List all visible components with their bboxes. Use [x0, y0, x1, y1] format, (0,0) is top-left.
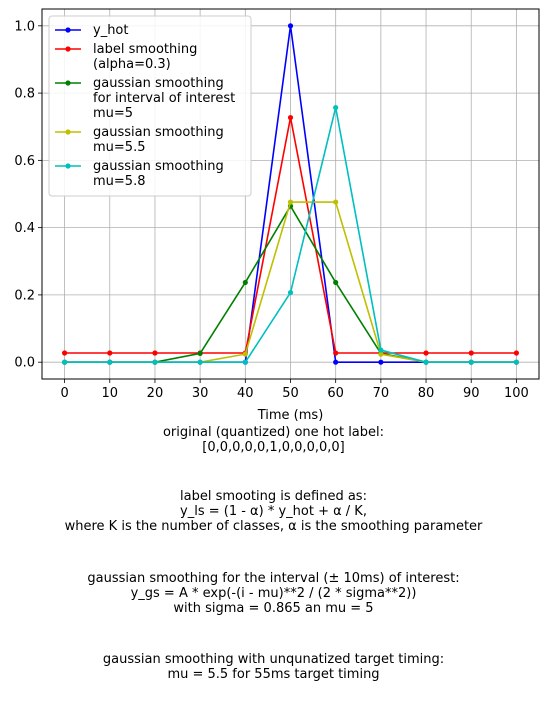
series-4 [61, 104, 520, 365]
x-tick-label: 90 [463, 386, 480, 401]
x-tick-label: 100 [504, 386, 529, 401]
legend-label: gaussian smoothing mu=5.8 [93, 159, 224, 189]
legend-label: label smoothing (alpha=0.3) [93, 42, 197, 72]
data-point [378, 359, 384, 365]
x-tick-label: 30 [192, 386, 209, 401]
caption-gs-formula: y_gs = A * exp(-(i - mu)**2 / (2 * sigma… [130, 586, 417, 601]
data-point [333, 359, 339, 365]
data-point [107, 359, 113, 365]
legend-entry-2: gaussian smoothing for interval of intere… [55, 76, 235, 121]
data-point [287, 114, 294, 121]
x-tick-label: 80 [418, 386, 435, 401]
caption-one-hot-title: original (quantized) one hot label: [162, 425, 385, 440]
data-point [468, 359, 474, 365]
caption-one-hot: original (quantized) one hot label: [0,0… [0, 425, 547, 455]
caption-one-hot-vector: [0,0,0,0,0,1,0,0,0,0,0] [202, 440, 345, 455]
data-point [513, 359, 520, 365]
data-point [423, 359, 429, 365]
x-tick-label: 70 [373, 386, 390, 401]
data-point [333, 104, 339, 111]
data-point [513, 350, 520, 356]
data-point [287, 199, 294, 205]
data-point [333, 199, 339, 205]
legend-swatch-marker [65, 163, 71, 169]
data-point [468, 350, 474, 356]
x-tick-label: 10 [101, 386, 118, 401]
x-tick-label: 50 [282, 386, 299, 401]
legend-entry-4: gaussian smoothing mu=5.8 [55, 159, 224, 189]
data-point [287, 289, 294, 296]
caption-ls-title: label smooting is defined as: [180, 489, 367, 504]
legend-label: gaussian smoothing for interval of intere… [93, 76, 235, 121]
y-tick-label: 0.0 [14, 356, 35, 371]
y-tick-label: 0.8 [14, 87, 35, 102]
y-tick-label: 0.4 [14, 221, 35, 236]
legend-label: y_hot [93, 23, 128, 38]
data-point [61, 350, 68, 356]
legend-entry-0: y_hot [55, 23, 128, 38]
legend-label: gaussian smoothing mu=5.5 [93, 125, 224, 155]
data-point [242, 279, 248, 286]
y-tick-label: 0.2 [14, 288, 35, 303]
line-chart: 0 10 20 30 40 50 60 70 80 90 100 0.0 0.2 0.4 0.6 0.8 1.… [14, 8, 540, 423]
legend-swatch-marker [65, 46, 71, 52]
x-tick-label: 60 [327, 386, 344, 401]
legend-swatch-marker [65, 129, 71, 135]
y-tick-label: 1.0 [14, 19, 35, 34]
data-point [242, 359, 248, 365]
y-tick-label: 0.6 [14, 154, 35, 169]
data-point [333, 350, 339, 356]
x-axis-ticks: 0 10 20 30 40 50 60 70 80 90 100 [60, 379, 529, 401]
data-point [197, 350, 203, 357]
legend-box [48, 15, 252, 197]
caption-uq-value: mu = 5.5 for 55ms target timing [167, 667, 380, 682]
data-point [423, 350, 429, 356]
caption-gs-title: gaussian smoothing for the interval (± 1… [87, 571, 460, 586]
x-tick-label: 40 [237, 386, 254, 401]
data-point [61, 359, 68, 365]
legend-swatch-marker [65, 27, 71, 33]
data-point [152, 359, 158, 365]
legend-entry-1: label smoothing (alpha=0.3) [55, 42, 197, 72]
x-axis-label: Time (ms) [257, 408, 324, 423]
x-tick-label: 0 [60, 386, 68, 401]
legend-swatch-marker [65, 80, 71, 86]
caption-ls-formula: y_ls = (1 - α) * y_hot + α / K, [180, 504, 367, 519]
data-point [242, 351, 248, 357]
caption-gaussian: gaussian smoothing for the interval (± 1… [0, 571, 547, 616]
y-axis-ticks: 0.0 0.2 0.4 0.6 0.8 1.0 [14, 19, 42, 371]
caption-uq-title: gaussian smoothing with unqunatized targ… [102, 652, 445, 667]
data-point [107, 350, 113, 356]
data-point [287, 23, 294, 29]
caption-label-smoothing: label smooting is defined as: y_ls = (1 … [0, 489, 547, 534]
caption-unquantized: gaussian smoothing with unqunatized targ… [0, 652, 547, 682]
data-point [333, 279, 339, 286]
data-point [378, 347, 384, 353]
caption-ls-note: where K is the number of classes, α is t… [64, 519, 483, 534]
data-point [152, 350, 158, 356]
data-point [378, 351, 384, 357]
legend-entry-3: gaussian smoothing mu=5.5 [55, 125, 224, 155]
caption-gs-params: with sigma = 0.865 an mu = 5 [173, 601, 374, 616]
series-layer [61, 23, 520, 365]
x-tick-label: 20 [147, 386, 164, 401]
data-point [197, 359, 203, 365]
